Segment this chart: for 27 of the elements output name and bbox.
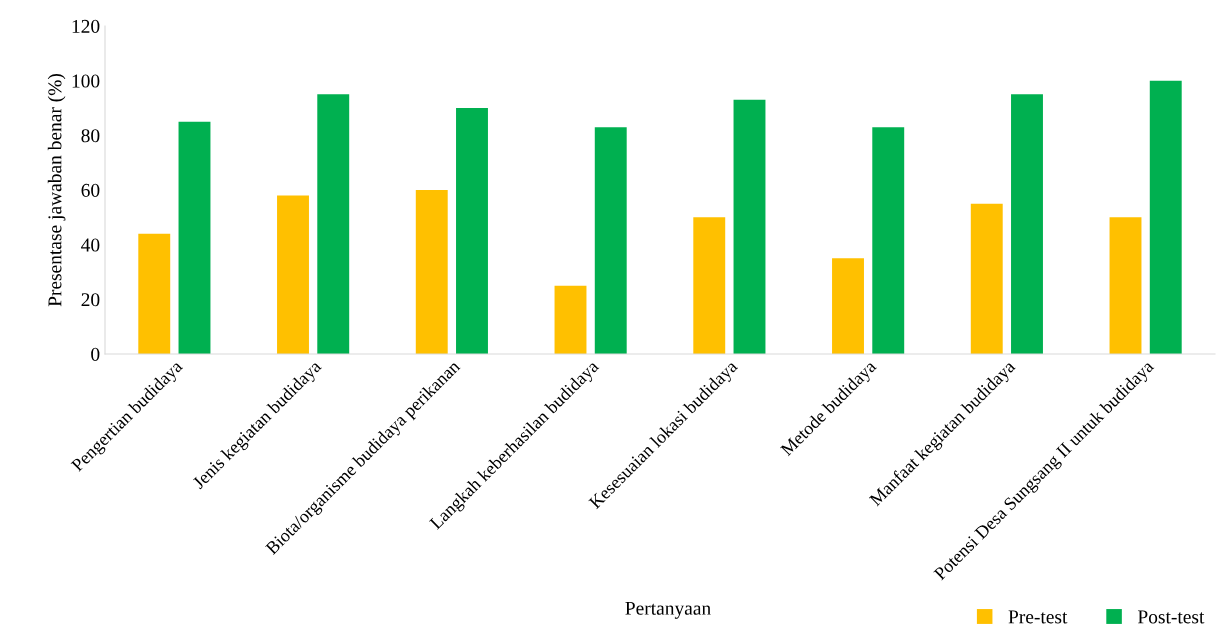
legend-label: Post-test <box>1137 610 1205 624</box>
y-tick-label: 0 <box>91 347 100 361</box>
y-tick-label: 120 <box>72 19 100 33</box>
bar <box>277 195 309 354</box>
y-tick-label: 80 <box>81 129 100 143</box>
bar <box>970 203 1003 354</box>
legend-label: Pre-test <box>1008 610 1068 624</box>
bar <box>178 121 211 354</box>
bar <box>733 99 766 354</box>
bar <box>693 217 726 354</box>
bar <box>456 108 488 354</box>
bar <box>317 94 350 354</box>
y-tick-label: 60 <box>81 183 100 197</box>
bar <box>138 233 171 354</box>
y-tick-label: 40 <box>81 238 100 252</box>
bar <box>1011 94 1043 354</box>
bar <box>594 127 627 354</box>
bar <box>872 127 905 354</box>
bar <box>415 190 448 354</box>
bar <box>554 285 587 354</box>
y-tick-label: 100 <box>72 74 100 88</box>
bar <box>1109 217 1142 354</box>
bar <box>1149 80 1182 354</box>
bar <box>832 258 864 354</box>
y-axis-title: Presentase jawaban benar (%) <box>47 73 66 307</box>
x-axis-title: Pertanyaan <box>625 601 711 619</box>
y-tick-label: 20 <box>81 293 100 307</box>
